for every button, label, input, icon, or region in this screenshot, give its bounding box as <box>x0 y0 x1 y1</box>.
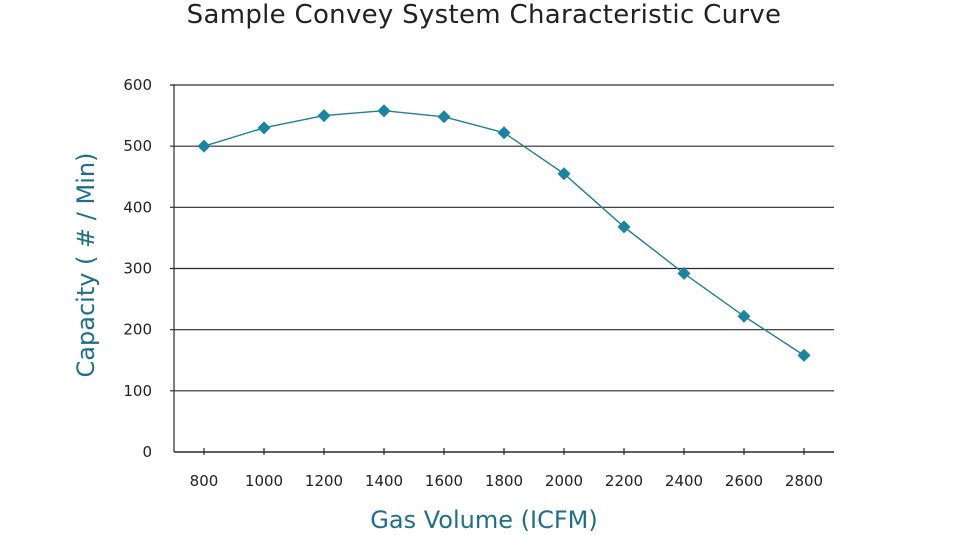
x-tick-label-9: 2600 <box>725 472 763 490</box>
data-point-0 <box>197 139 211 153</box>
x-tick-label-7: 2200 <box>605 472 643 490</box>
x-tick-label-3: 1400 <box>365 472 403 490</box>
y-tick-labels: 0 100 200 300 400 500 600 <box>123 76 152 461</box>
x-tick-label-10: 2800 <box>785 472 823 490</box>
x-tick-label-1: 1000 <box>245 472 283 490</box>
data-point-8 <box>677 266 691 280</box>
x-tick-label-4: 1600 <box>425 472 463 490</box>
x-tick-labels: 800 1000 1200 1400 1600 1800 2000 2200 2400 2600 2… <box>190 472 823 490</box>
y-tick-label-6: 600 <box>123 76 152 94</box>
data-point-3 <box>377 104 391 118</box>
y-tick-label-5: 500 <box>123 137 152 155</box>
data-point-2 <box>317 109 331 123</box>
axes <box>173 85 834 455</box>
data-point-10 <box>797 348 811 362</box>
y-tick-label-1: 100 <box>123 382 152 400</box>
data-point-5 <box>497 126 511 140</box>
data-point-7 <box>617 220 631 234</box>
y-tick-label-4: 400 <box>123 198 152 216</box>
series-group <box>197 104 811 362</box>
x-axis-title: Gas Volume (ICFM) <box>370 506 597 534</box>
x-tick-label-8: 2400 <box>665 472 703 490</box>
x-tick-label-0: 800 <box>190 472 219 490</box>
gridlines <box>170 84 834 392</box>
data-point-6 <box>557 167 571 181</box>
y-tick-label-3: 300 <box>123 260 152 278</box>
y-axis-title: Capacity ( # / Min) <box>72 153 100 378</box>
series-line-0 <box>203 109 805 356</box>
y-tick-label-2: 200 <box>123 321 152 339</box>
data-point-9 <box>737 309 751 323</box>
data-point-4 <box>437 110 451 124</box>
x-tick-label-5: 1800 <box>485 472 523 490</box>
chart-title: Sample Convey System Characteristic Curv… <box>186 0 782 30</box>
x-tick-label-2: 1200 <box>305 472 343 490</box>
y-tick-label-0: 0 <box>142 443 152 461</box>
data-point-1 <box>257 121 271 135</box>
x-tick-label-6: 2000 <box>545 472 583 490</box>
